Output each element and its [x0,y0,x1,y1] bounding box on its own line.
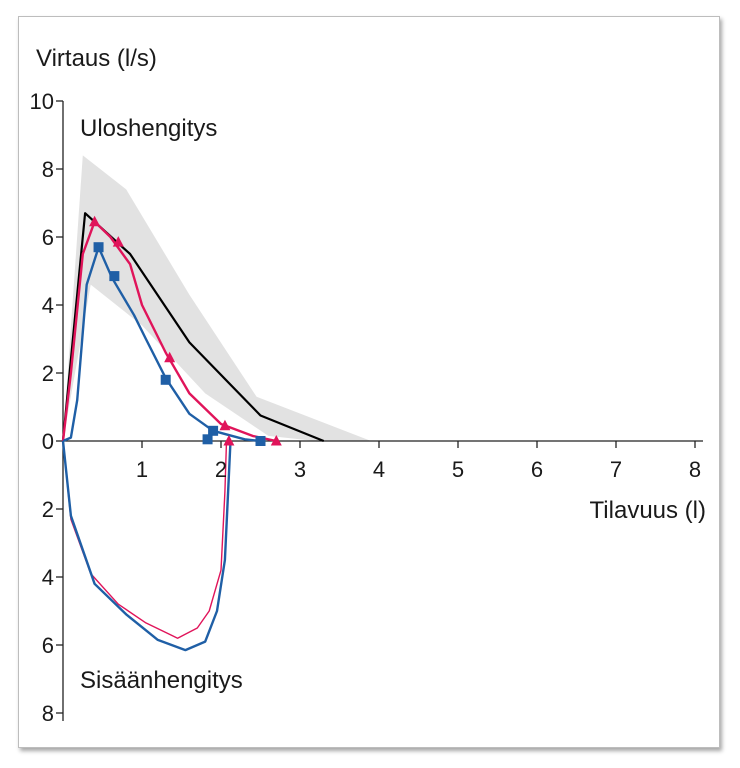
x-tick-label: 5 [452,457,464,482]
x-tick-label: 7 [610,457,622,482]
y-tick-label: 4 [42,565,54,590]
blue-square-marker [109,271,120,282]
red-triangle-marker [270,435,282,446]
y-tick-label: 4 [42,293,54,318]
reference-band-layer [63,155,372,441]
annotation-inspiration: Sisäänhengitys [80,667,243,694]
blue-square-marker [208,425,219,436]
series-markers [89,215,282,446]
axes [56,100,703,721]
blue-square-marker [160,374,171,385]
reference-band [63,155,372,441]
red-triangle-marker [219,419,231,431]
y-tick-label: 2 [42,361,54,386]
annotation-expiration: Uloshengitys [80,115,217,142]
y-tick-label: 6 [42,225,54,250]
blue-square-marker [93,242,104,253]
x-tick-label: 6 [531,457,543,482]
reference-expiration-line [61,212,325,443]
red-triangle-marker [89,215,101,227]
x-tick-label: 8 [689,457,701,482]
blue-square-marker [202,434,213,445]
blue-inspiration-line [61,440,232,652]
red-triangle-marker [164,351,176,363]
y-tick-label: 2 [42,497,54,522]
y-tick-label: 8 [42,701,54,726]
blue-square-marker [255,436,266,446]
red-triangle-marker [223,435,235,446]
x-tick-label: 2 [215,457,227,482]
x-axis-title: Tilavuus (l) [590,497,706,524]
x-tick-label: 4 [373,457,385,482]
y-tick-label: 10 [30,89,54,114]
red-triangle-marker [112,236,124,247]
chart-frame [18,16,720,748]
y-tick-label: 6 [42,633,54,658]
y-tick-label: 8 [42,157,54,182]
x-tick-label: 1 [136,457,148,482]
y-tick-label: 0 [42,429,54,454]
y-axis-title: Virtaus (l/s) [36,45,157,72]
tick-labels: 1 2 3 4 5 6 7 8 0 2 4 6 8 10 2 4 6 8 [30,89,702,726]
x-tick-label: 3 [294,457,306,482]
